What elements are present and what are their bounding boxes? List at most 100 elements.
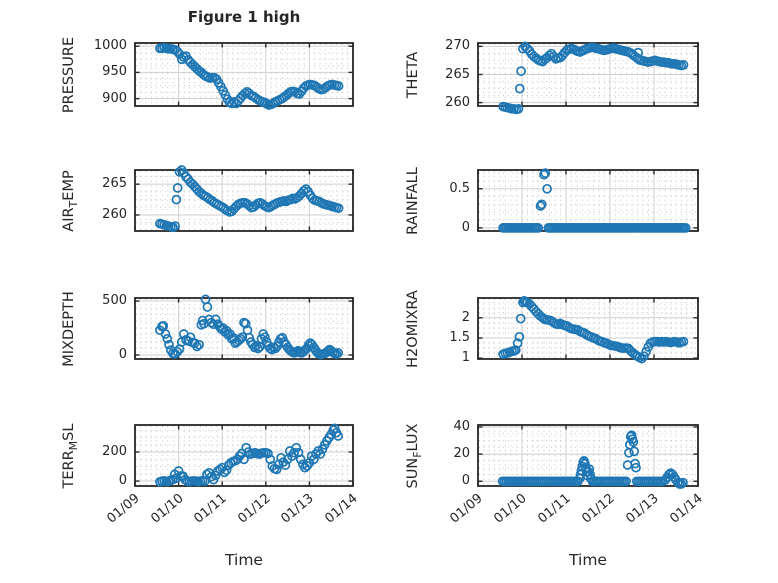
subplot-h2omixra: [477, 295, 699, 364]
data-point: [533, 223, 544, 233]
subplot-mixdepth: [134, 294, 354, 360]
data-point: [244, 200, 255, 211]
data-point: [221, 465, 232, 476]
data-point: [295, 454, 306, 465]
data-point: [174, 166, 185, 177]
data-point: [240, 318, 251, 329]
subplot-terr_msl: [134, 423, 354, 487]
subplot-pressure: [134, 42, 354, 110]
data-point: [628, 437, 639, 447]
ytick-label-terr_msl: 0: [118, 473, 127, 489]
data-point: [239, 454, 249, 465]
data-point: [536, 199, 547, 210]
axes-frame: [134, 297, 354, 360]
data-point: [271, 464, 282, 475]
data-point: [512, 338, 523, 349]
data-point: [192, 341, 202, 352]
data-point: [303, 340, 314, 351]
data-point: [516, 66, 526, 76]
subplot-rainfall: [477, 168, 699, 233]
y-axis-label-sun_flux: SUNFLUX: [405, 423, 424, 488]
data-point: [170, 221, 180, 231]
data-point: [680, 223, 691, 233]
axes-frame: [134, 42, 354, 107]
data-point: [240, 88, 250, 99]
data-point: [676, 479, 687, 489]
data-point: [548, 51, 559, 62]
data-point: [160, 329, 171, 339]
ytick-label-pressure: 1000: [93, 38, 127, 54]
data-point: [202, 302, 213, 312]
data-point: [630, 458, 640, 469]
x-axis-label-left: Time: [225, 551, 263, 569]
data-point: [172, 46, 183, 57]
ytick-label-theta: 265: [445, 66, 470, 82]
ytick-label-h2omixra: 1: [461, 350, 470, 366]
ytick-label-sun_flux: 20: [453, 446, 470, 462]
ytick-label-mixdepth: 0: [118, 347, 127, 362]
ytick-label-sun_flux: 40: [453, 419, 470, 435]
data-point: [280, 460, 291, 470]
axes-frame: [134, 424, 354, 487]
data-point: [624, 447, 634, 458]
axes-frame: [134, 169, 354, 232]
data-point: [162, 333, 173, 344]
data-point: [164, 339, 174, 350]
data-point: [331, 349, 342, 359]
data-point: [291, 442, 302, 453]
data-point: [272, 341, 282, 352]
subplot-sun_flux: [477, 424, 699, 489]
data-point: [515, 313, 526, 324]
data-point: [621, 476, 631, 487]
data-point: [333, 81, 344, 91]
data-point: [542, 183, 552, 194]
data-point: [253, 343, 263, 354]
data-point: [333, 203, 344, 214]
data-point: [308, 454, 319, 465]
data-point: [172, 346, 183, 357]
data-point: [333, 431, 344, 441]
ytick-label-mixdepth: 500: [102, 293, 127, 309]
axes-frame: [477, 424, 699, 487]
subplot-theta: [477, 41, 699, 115]
data-point: [678, 477, 688, 488]
data-point: [539, 169, 549, 180]
ytick-label-sun_flux: 0: [461, 473, 470, 489]
ytick-label-pressure: 900: [102, 90, 127, 106]
data-point: [535, 201, 546, 211]
ytick-label-theta: 270: [445, 38, 470, 54]
data-point: [636, 353, 647, 364]
data-point: [514, 83, 525, 94]
data-point: [540, 168, 551, 178]
ytick-label-air_temp: 265: [102, 176, 127, 192]
data-point: [631, 462, 641, 473]
ytick-label-rainfall: 0: [461, 219, 470, 235]
data-point: [289, 447, 299, 458]
ytick-label-h2omixra: 2: [461, 309, 470, 325]
data-point: [260, 332, 270, 343]
data-point: [194, 339, 204, 350]
data-point: [333, 347, 344, 358]
y-axis-label-terr_msl: TERRMSL: [61, 423, 80, 488]
data-point: [514, 331, 525, 342]
ytick-label-rainfall: 0.5: [449, 180, 470, 196]
data-point: [641, 346, 651, 357]
data-point: [301, 184, 311, 194]
data-point: [626, 430, 637, 441]
ytick-label-air_temp: 260: [102, 206, 127, 222]
data-point: [329, 423, 340, 434]
ytick-label-terr_msl: 200: [102, 444, 127, 459]
data-point: [210, 314, 221, 325]
data-point: [180, 474, 190, 485]
data-point: [629, 446, 640, 457]
figure-title: Figure 1 high: [187, 8, 301, 26]
data-point: [678, 336, 689, 347]
data-point: [584, 464, 595, 474]
data-point: [172, 183, 183, 193]
data-point: [622, 460, 633, 470]
ytick-label-pressure: 950: [102, 64, 127, 80]
subplot-air_temp: [134, 165, 354, 233]
data-point: [664, 469, 674, 480]
